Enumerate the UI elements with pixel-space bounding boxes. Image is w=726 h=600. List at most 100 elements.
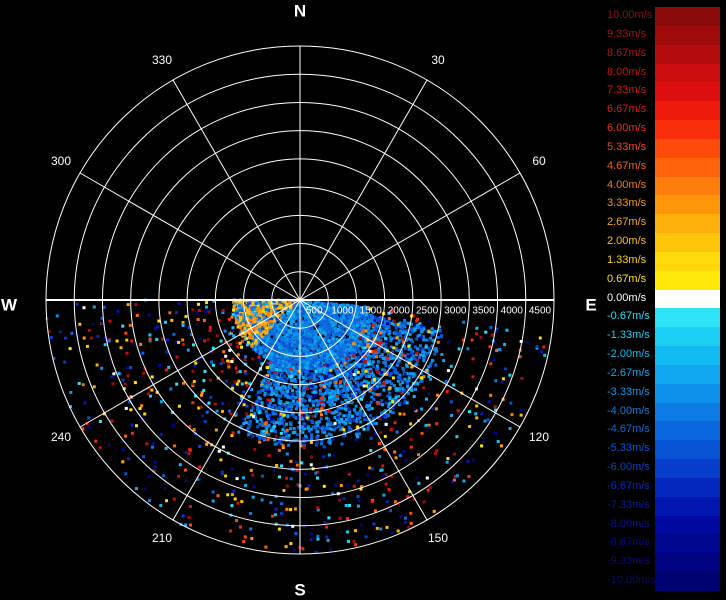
echo-cell [127, 396, 131, 400]
echo-cell [297, 375, 301, 379]
echo-cell [189, 333, 193, 336]
echo-cell [391, 356, 394, 360]
echo-cell [348, 335, 352, 339]
echo-cell [271, 342, 275, 346]
echo-cell [510, 413, 514, 417]
echo-cell [290, 403, 294, 407]
echo-cell [273, 350, 277, 354]
echo-cell [371, 323, 375, 327]
echo-cell [191, 382, 195, 386]
echo-cell [391, 349, 395, 353]
echo-cell [202, 379, 206, 383]
echo-cell [289, 427, 292, 431]
echo-cell [337, 372, 341, 376]
echo-cell [255, 317, 258, 321]
echo-cell [239, 308, 243, 312]
echo-cell [320, 310, 324, 314]
echo-cell [403, 330, 407, 334]
echo-cell [367, 357, 371, 361]
echo-cell [417, 481, 421, 485]
echo-cell [309, 355, 313, 359]
echo-cell [348, 397, 352, 401]
echo-cell [368, 318, 372, 322]
echo-cell [259, 301, 263, 305]
echo-cell [409, 445, 413, 449]
echo-cell [426, 488, 430, 492]
echo-cell [295, 385, 299, 389]
echo-cell [332, 428, 336, 432]
echo-cell [368, 466, 372, 470]
echo-cell [238, 321, 241, 325]
echo-cell [356, 357, 360, 361]
echo-cell [255, 433, 259, 437]
echo-cell [299, 441, 303, 445]
echo-cell [293, 340, 297, 344]
echo-cell [393, 367, 397, 371]
echo-cell [293, 308, 297, 312]
echo-cell [363, 307, 367, 310]
echo-cell [307, 415, 311, 419]
echo-cell [322, 404, 326, 407]
echo-cell [538, 336, 542, 340]
echo-cell [300, 321, 304, 325]
echo-cell [391, 411, 395, 415]
echo-cell [354, 328, 358, 332]
echo-cell [304, 373, 308, 377]
echo-cell [345, 303, 349, 307]
echo-cell [353, 408, 357, 412]
echo-cell [264, 338, 268, 342]
echo-cell [323, 430, 327, 434]
echo-cell [274, 301, 278, 305]
echo-cell [296, 313, 300, 317]
echo-cell [283, 301, 287, 305]
echo-cell [286, 359, 290, 363]
echo-cell [277, 405, 281, 409]
echo-cell [406, 382, 409, 386]
echo-cell [384, 473, 388, 477]
echo-cell [224, 379, 228, 383]
echo-cell [236, 321, 240, 325]
echo-cell [320, 442, 324, 446]
echo-cell [287, 409, 291, 413]
echo-cell [358, 310, 362, 314]
echo-cell [320, 355, 324, 359]
echo-cell [328, 323, 332, 327]
echo-cell [482, 440, 486, 444]
echo-cell [296, 309, 300, 313]
echo-cell [293, 337, 296, 340]
echo-cell [267, 370, 271, 374]
echo-cell [429, 377, 433, 381]
echo-cell [349, 341, 353, 345]
echo-cell [290, 413, 294, 417]
echo-cell [130, 339, 134, 343]
echo-cell [380, 411, 384, 415]
echo-cell [265, 374, 269, 378]
echo-cell [362, 384, 366, 388]
echo-cell [282, 436, 286, 440]
echo-cell [330, 346, 334, 350]
echo-cell [285, 349, 289, 353]
echo-cell [353, 334, 357, 337]
echo-cell [398, 454, 402, 457]
echo-cell [200, 391, 204, 395]
echo-cell [290, 360, 294, 364]
echo-cell [273, 362, 277, 365]
echo-cell [220, 470, 224, 474]
echo-cell [69, 391, 73, 394]
echo-cell [242, 319, 246, 323]
echo-cell [245, 324, 249, 328]
echo-cell [378, 343, 381, 347]
echo-cell [311, 403, 315, 407]
echo-cell [352, 396, 356, 400]
echo-cell [381, 413, 385, 417]
echo-cell [266, 361, 270, 365]
echo-cell [392, 359, 396, 363]
echo-cell [284, 381, 288, 384]
echo-cell [124, 472, 128, 476]
echo-cell [148, 339, 152, 343]
echo-cell [274, 322, 277, 326]
echo-cell [342, 378, 346, 382]
echo-cell [316, 403, 320, 407]
echo-cell [275, 420, 279, 424]
echo-cell [284, 320, 288, 324]
